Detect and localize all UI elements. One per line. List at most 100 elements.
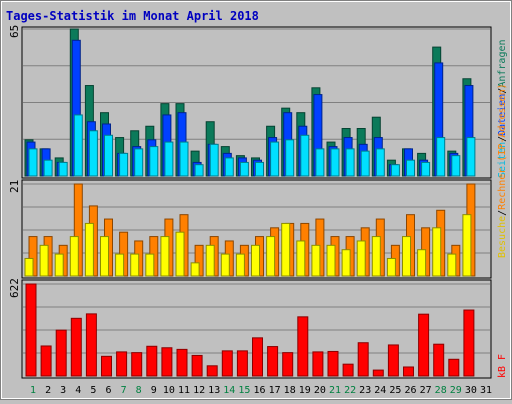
kb-bar <box>116 351 128 377</box>
day-label: 27 <box>420 385 432 396</box>
besuche-bar <box>130 253 140 277</box>
besuche-bar <box>281 222 291 277</box>
besuche-bar <box>432 227 442 277</box>
besuche-bar <box>145 253 155 277</box>
seiten-bar <box>390 164 400 177</box>
legend-seiten: Seiten <box>497 142 508 178</box>
seiten-bar <box>466 137 476 177</box>
day-label: 12 <box>193 385 205 396</box>
kb-bar <box>403 366 414 377</box>
seiten-bar <box>255 161 264 177</box>
day-label: 28 <box>435 385 447 396</box>
kb-bar <box>146 345 158 377</box>
seiten-bar <box>224 157 234 177</box>
legend-besuche: Besuche <box>497 216 508 258</box>
day-label: 20 <box>314 385 326 396</box>
seiten-bar <box>330 148 340 177</box>
seiten-bar <box>28 148 38 177</box>
seiten-bar <box>88 130 98 177</box>
legend-slash-1: / <box>497 88 508 94</box>
day-label: 13 <box>208 385 220 396</box>
besuche-bar <box>84 222 94 277</box>
seiten-bar <box>451 155 461 177</box>
legend-slash-3: / <box>497 210 508 216</box>
kb-bar <box>221 350 233 377</box>
besuche-bar <box>235 253 245 277</box>
legend-dateien: Dateien <box>497 94 508 136</box>
day-label: 15 <box>238 385 250 396</box>
seiten-bar <box>436 137 446 177</box>
besuche-bar <box>220 253 230 277</box>
day-label: 10 <box>163 385 175 396</box>
kb-bar <box>161 347 173 377</box>
kb-bar <box>40 345 52 377</box>
kb-bar <box>282 352 294 377</box>
besuche-bar <box>175 231 185 277</box>
day-label: 30 <box>465 385 477 396</box>
seiten-bar <box>406 159 415 177</box>
besuche-bar <box>251 244 260 277</box>
legend-slash-2: / <box>497 136 508 142</box>
kb-bar <box>70 317 82 377</box>
kb-bar <box>55 329 67 377</box>
kb-bar <box>101 355 112 377</box>
kb-bar <box>267 346 279 377</box>
svg-text:Besuche/Rechner (IP-Adressen): Besuche/Rechner (IP-Adressen) <box>497 83 508 258</box>
besuche-bar <box>69 236 79 277</box>
day-label: 5 <box>90 385 96 396</box>
day-label: 3 <box>60 385 66 396</box>
seiten-bar <box>270 141 280 177</box>
day-label: 14 <box>223 385 235 396</box>
seiten-bar <box>43 159 53 177</box>
svg-text:Seiten/Dateien/Anfragen: Seiten/Dateien/Anfragen <box>497 39 508 178</box>
besuche-bar <box>205 244 215 277</box>
kb-bar <box>463 309 475 377</box>
day-label: 26 <box>404 385 416 396</box>
seiten-bar <box>421 161 431 177</box>
kb-bar <box>312 351 324 377</box>
seiten-bar <box>285 139 295 177</box>
visits-legend: Besuche/Rechner (IP-Adressen) <box>497 83 508 258</box>
legend-anfragen: Anfragen <box>497 39 508 87</box>
seiten-bar <box>209 143 219 177</box>
day-label: 22 <box>344 385 356 396</box>
seiten-bar <box>73 114 83 177</box>
day-label: 19 <box>299 385 311 396</box>
besuche-bar <box>311 244 321 277</box>
kb-bar <box>252 337 263 377</box>
kb-bar <box>131 352 143 377</box>
seiten-bar <box>164 141 174 177</box>
kb-bar <box>387 344 399 377</box>
besuche-bar <box>100 236 109 277</box>
day-label: 2 <box>45 385 51 396</box>
day-label: 9 <box>151 385 157 396</box>
legend-rechner: Rechner (IP-Adressen) <box>497 83 508 209</box>
kb-bar <box>327 350 339 377</box>
chart-title: Tages-Statistik im Monat April 2018 <box>6 9 259 23</box>
besuche-bar <box>39 244 49 277</box>
seiten-bar <box>345 148 355 177</box>
besuche-bar <box>356 240 366 277</box>
kb-bar <box>236 350 248 377</box>
besuche-bar <box>115 253 125 277</box>
day-label: 21 <box>329 385 341 396</box>
seiten-bar <box>239 161 249 177</box>
seiten-bar <box>300 134 310 177</box>
besuche-bar <box>24 257 34 277</box>
requests-ymax-label: 65 <box>8 25 21 38</box>
day-label: 25 <box>389 385 401 396</box>
kb-bar <box>342 363 354 377</box>
besuche-bar <box>160 236 170 277</box>
kb-bar <box>191 354 203 377</box>
besuche-bar <box>386 257 396 277</box>
day-label: 29 <box>450 385 462 396</box>
besuche-bar <box>417 249 427 277</box>
day-label: 8 <box>136 385 142 396</box>
legend-kb: kB F <box>497 354 508 378</box>
kb-bar <box>176 348 188 377</box>
seiten-bar <box>179 141 189 177</box>
day-label: 1 <box>30 385 36 396</box>
